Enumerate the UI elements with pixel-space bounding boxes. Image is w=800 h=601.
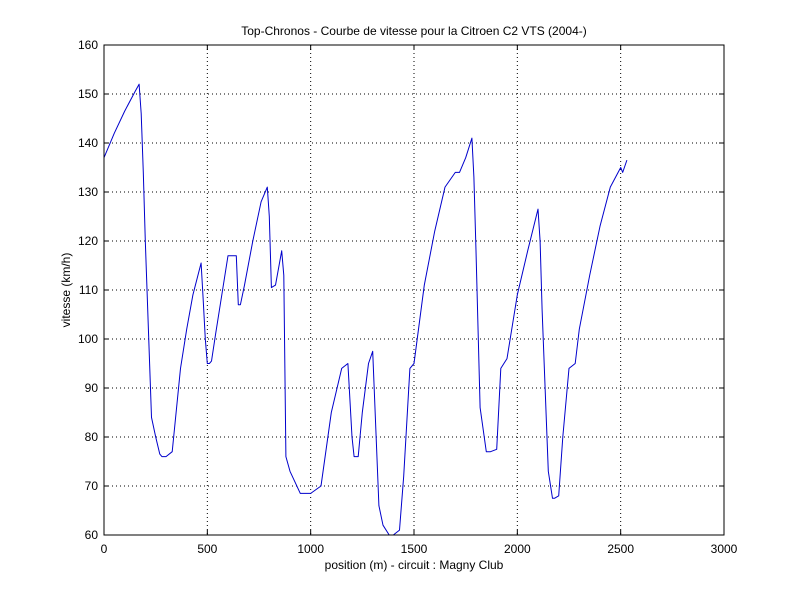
x-tick-label: 1500 (401, 542, 428, 556)
x-axis-label: position (m) - circuit : Magny Club (325, 558, 504, 572)
x-tick-label: 500 (197, 542, 217, 556)
x-tick-label: 1000 (297, 542, 324, 556)
x-tick-label: 3000 (711, 542, 738, 556)
y-axis-label: vitesse (km/h) (59, 253, 73, 328)
chart-title: Top-Chronos - Courbe de vitesse pour la … (241, 24, 587, 38)
y-tick-label: 110 (79, 283, 98, 297)
y-tick-label: 80 (85, 430, 99, 444)
grid-layer (104, 45, 724, 535)
y-tick-label: 150 (78, 87, 98, 101)
y-tick-label: 160 (78, 38, 98, 52)
series-line-speed (103, 83, 628, 536)
frame-layer (103, 44, 725, 536)
label-layer: 0 500 1000 1500 2000 2500 3000 60 70 80 90 100 110 12… (59, 24, 738, 572)
y-tick-label: 90 (85, 381, 99, 395)
x-tick-label: 2000 (504, 542, 531, 556)
x-tick-label: 2500 (607, 542, 634, 556)
y-tick-label: 100 (78, 332, 98, 346)
y-tick-label: 130 (78, 185, 98, 199)
y-tick-label: 120 (78, 234, 98, 248)
y-tick-label: 140 (78, 136, 98, 150)
x-tick-label: 0 (101, 542, 108, 556)
line-layer (103, 83, 628, 536)
y-tick-label: 70 (85, 479, 99, 493)
y-tick-label: 60 (85, 528, 99, 542)
